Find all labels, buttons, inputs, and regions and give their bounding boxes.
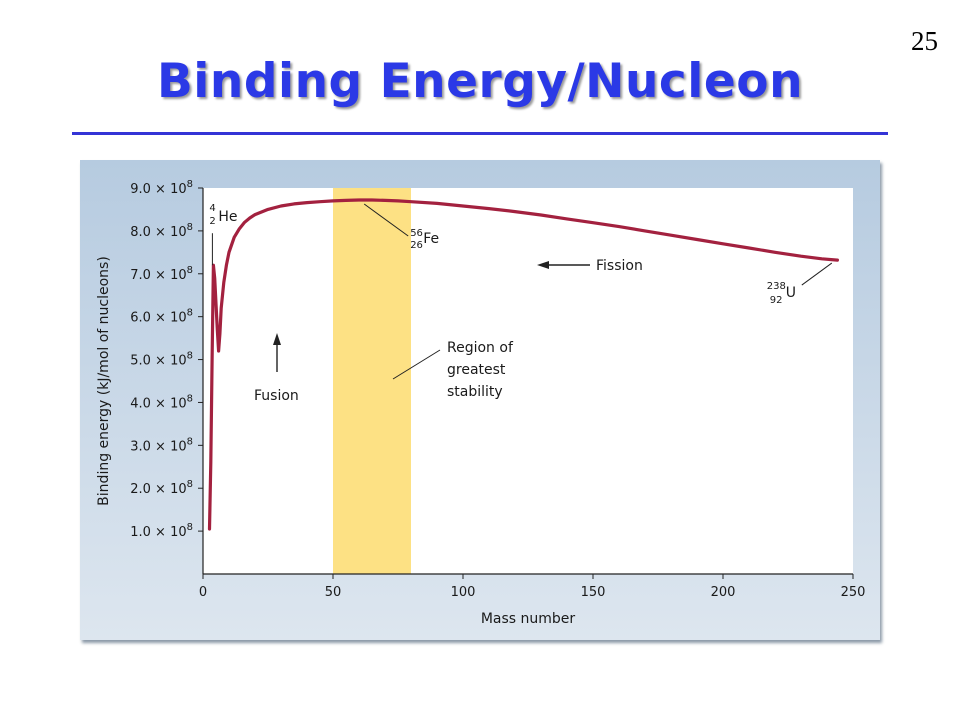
fusion-label: Fusion [254,388,299,404]
title-rule [72,132,888,135]
x-tick-label: 200 [711,585,736,600]
y-tick-mantissa: 1.0 × 10 [130,525,186,540]
y-tick-label: 6.0 × 108 [130,308,193,326]
he-mass-number: 4 [209,203,215,214]
stability-label-line: Region of [447,340,514,356]
u-pointer-line [801,262,833,286]
y-tick-exponent: 8 [187,265,193,276]
x-tick-label: 100 [451,585,476,600]
y-tick-label: 9.0 × 108 [130,179,193,197]
y-tick-exponent: 8 [187,393,193,404]
y-tick-exponent: 8 [187,479,193,490]
y-tick-mantissa: 6.0 × 10 [130,311,186,326]
x-tick-label: 250 [841,585,866,600]
y-tick-mantissa: 4.0 × 10 [130,396,186,411]
y-tick-label: 3.0 × 108 [130,436,193,454]
y-tick-exponent: 8 [187,308,193,319]
he-atomic-number: 2 [209,216,215,227]
stability-label-line: greatest [447,362,506,378]
stability-pointer-line [392,349,441,380]
y-tick-exponent: 8 [187,179,193,190]
y-tick-label: 5.0 × 108 [130,351,193,369]
binding-energy-figure: 0 50 100 150 200 250 1.0 × 108 2.0 × 108 3.0 × … [80,160,880,640]
fe-symbol: Fe [423,231,439,247]
y-tick-mantissa: 5.0 × 10 [130,354,186,369]
fission-arrowhead [537,261,549,269]
y-tick-mantissa: 7.0 × 10 [130,268,186,283]
axes [202,188,853,575]
u-symbol: U [786,285,796,301]
y-tick-mantissa: 8.0 × 10 [130,225,186,240]
x-tick-label: 50 [325,585,342,600]
y-axis-label: Binding energy (kJ/mol of nucleons) [96,256,112,506]
x-axis-label: Mass number [481,611,576,627]
fission-label: Fission [596,258,643,274]
fe-atomic-number: 26 [410,240,423,251]
fe-mass-number: 56 [410,228,423,239]
y-tick-label: 4.0 × 108 [130,393,193,411]
y-tick-label: 1.0 × 108 [130,522,193,540]
y-tick-mantissa: 2.0 × 10 [130,482,186,497]
y-tick-mantissa: 9.0 × 10 [130,182,186,197]
y-tick-label: 7.0 × 108 [130,265,193,283]
binding-energy-curve [207,198,839,531]
stability-label-line: stability [447,384,503,400]
plot-area [203,188,853,574]
slide-title: Binding Energy/Nucleon [156,54,804,109]
y-tick-exponent: 8 [187,436,193,447]
y-tick-exponent: 8 [187,351,193,362]
x-tick-label: 150 [581,585,606,600]
y-tick-exponent: 8 [187,522,193,533]
u-atomic-number: 92 [770,295,783,306]
stability-band [333,188,411,574]
fe-pointer-line [363,203,409,237]
y-tick-mantissa: 3.0 × 10 [130,439,186,454]
y-tick-exponent: 8 [187,222,193,233]
x-tick-label: 0 [199,585,207,600]
y-tick-label: 2.0 × 108 [130,479,193,497]
x-axis-ticks: 0 50 100 150 200 250 [199,574,866,600]
fusion-arrowhead [273,333,281,345]
y-tick-label: 8.0 × 108 [130,222,193,240]
u-mass-number: 238 [767,281,786,292]
slide-number: 25 [911,26,938,56]
he-symbol: He [218,209,237,225]
